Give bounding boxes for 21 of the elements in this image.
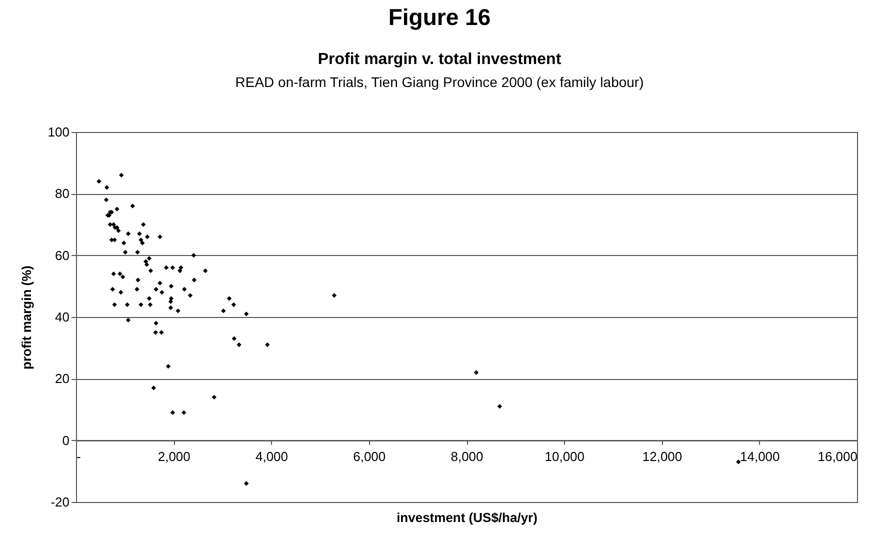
chart-title: Figure 16 bbox=[387, 4, 492, 31]
chart-subtitle: Profit margin v. total investment bbox=[316, 51, 562, 69]
text: READ on-farm Trials, Tien Giang Province 2000 (ex family labour) bbox=[234, 74, 645, 90]
y-tick-label: 40 bbox=[55, 310, 70, 324]
y-tick-label: -20 bbox=[50, 494, 70, 510]
x-tick-label: 4,000 bbox=[255, 448, 288, 464]
x-axis-title: investment (US$/ha/yr) bbox=[396, 510, 538, 525]
x-tick-label: 12,000 bbox=[642, 448, 682, 464]
x-tick-label: 6,000 bbox=[353, 448, 386, 464]
y-tick-label: 100 bbox=[48, 124, 70, 140]
x-tick-label: 2,000 bbox=[158, 448, 190, 464]
x-tick-label: 16,000 bbox=[818, 448, 858, 464]
y-tick-label: 60 bbox=[55, 248, 70, 263]
y-tick-label: 80 bbox=[55, 186, 70, 202]
y-tick-label: 0 bbox=[62, 432, 70, 448]
x-tick-label: 8,000 bbox=[450, 448, 484, 464]
x-tick-label: 14,000 bbox=[740, 448, 780, 464]
x-tick-label: - bbox=[76, 448, 81, 464]
x-tick-label: 10,000 bbox=[544, 448, 585, 464]
y-axis-title: profit margin (%) bbox=[18, 266, 34, 370]
y-tick-label: 20 bbox=[55, 371, 70, 386]
